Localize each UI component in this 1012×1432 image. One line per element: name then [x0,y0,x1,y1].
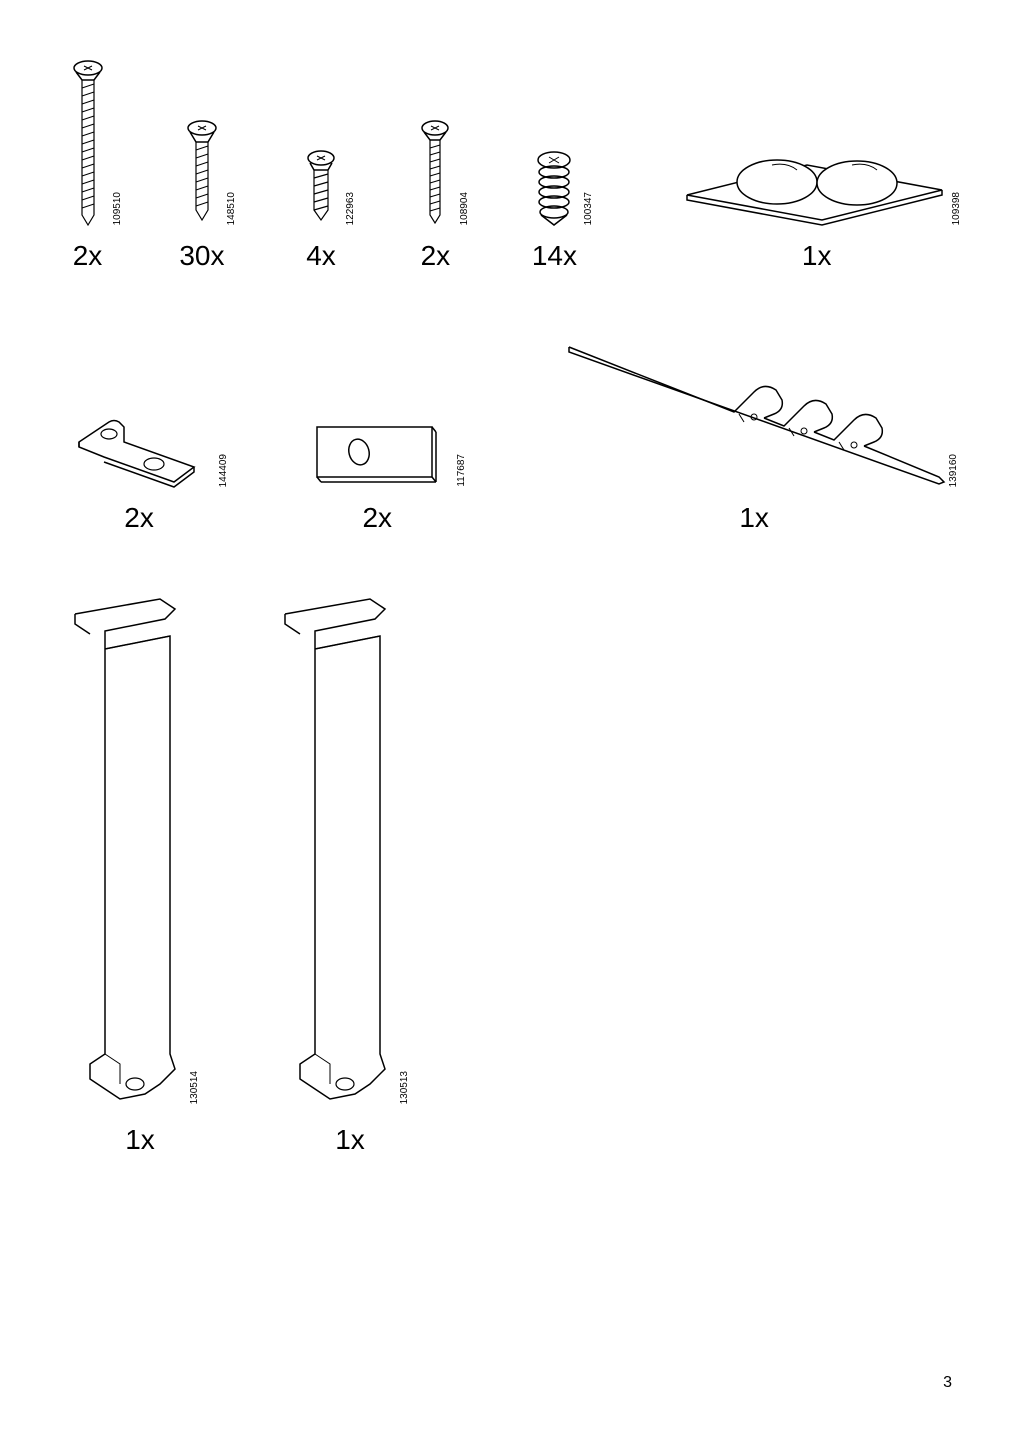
part-bracket-left: 130514 1x [50,594,230,1156]
bracket-left-icon [60,594,220,1114]
quantity-label: 1x [802,240,832,272]
part-angle-bracket: 144409 2x [50,392,228,534]
part-number-label: 148510 [226,192,237,225]
part-number-label: 109398 [951,192,962,225]
part-number-label: 117687 [456,454,467,487]
part-number-label: 122963 [345,192,356,225]
short-fat-screw-icon [291,150,351,230]
part-number-label: 100347 [583,192,594,225]
angle-bracket-icon [59,392,219,492]
part-number-label: 108904 [459,192,470,225]
parts-row-3: 130514 1x 130513 1x [50,594,962,1156]
part-number-label: 144409 [218,454,229,487]
spiral-fastener-icon [519,150,589,230]
part-bracket-right: 130513 1x [260,594,440,1156]
part-medium-screw: 148510 30x [155,120,249,272]
part-long-screw: 109510 2x [50,60,125,272]
parts-row-1: 109510 2x 148510 30x [50,60,962,272]
medium-screw-icon [172,120,232,230]
quantity-label: 4x [306,240,336,272]
quantity-label: 14x [532,240,577,272]
page-number: 3 [943,1374,952,1392]
part-number-label: 109510 [112,192,123,225]
part-number-label: 130514 [189,1071,200,1104]
quantity-label: 2x [362,502,392,534]
part-bumper-plate: 109398 1x [671,140,962,272]
part-number-label: 139160 [948,454,959,487]
quantity-label: 2x [421,240,451,272]
part-medium-screw-2: 108904 2x [393,120,477,272]
quantity-label: 1x [125,1124,155,1156]
bumper-plate-icon [677,140,957,230]
part-short-fat-screw: 122963 4x [279,150,363,272]
quantity-label: 1x [739,502,769,534]
bracket-right-icon [270,594,430,1114]
cable-clip-strip-icon [554,332,954,492]
part-flat-plate: 117687 2x [288,412,466,534]
parts-row-2: 144409 2x 117687 2x [50,332,962,534]
part-number-label: 130513 [399,1071,410,1104]
long-screw-icon [58,60,118,230]
medium-screw2-icon [405,120,465,230]
quantity-label: 30x [179,240,224,272]
part-spiral-fastener: 100347 14x [508,150,602,272]
quantity-label: 1x [335,1124,365,1156]
part-cable-clip-strip: 139160 1x [546,332,962,534]
flat-plate-icon [297,412,457,492]
quantity-label: 2x [73,240,103,272]
quantity-label: 2x [124,502,154,534]
